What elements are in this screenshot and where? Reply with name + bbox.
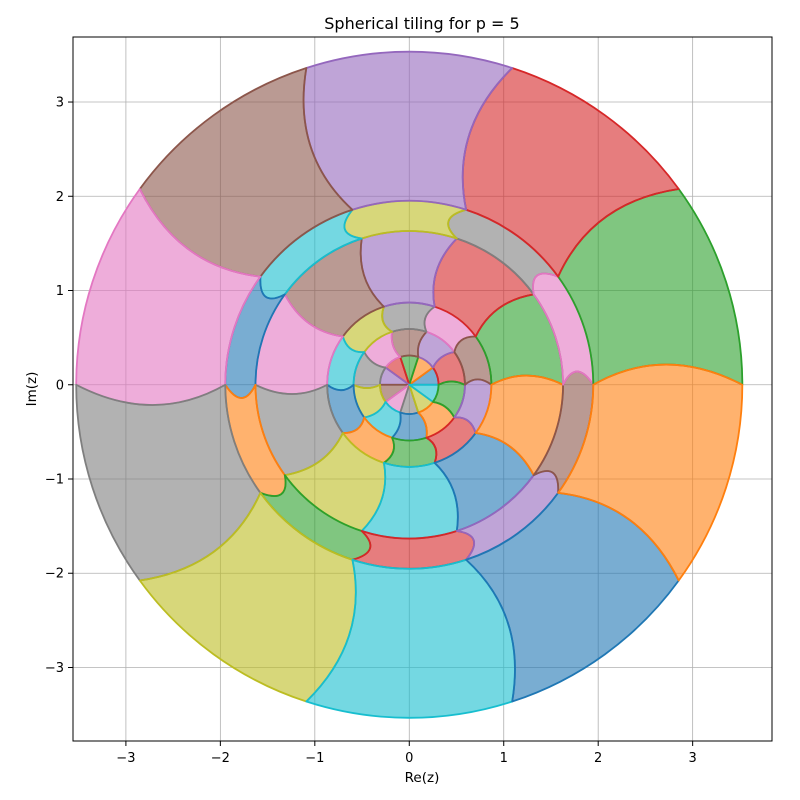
tick-layer: −3 −2 −1 0 1 2 3 −3 −2 −1 0 1 2 3 [45, 96, 697, 766]
x-tick-label: 2 [594, 751, 602, 766]
y-tick-label: −2 [45, 567, 64, 582]
y-tick-label: 1 [56, 284, 64, 299]
y-tick-label: 0 [56, 378, 64, 393]
x-axis-label: Re(z) [405, 770, 440, 786]
y-tick-label: −1 [45, 473, 64, 488]
tile-layer [75, 50, 744, 719]
x-tick-label: −2 [211, 751, 230, 766]
y-tick-label: 2 [56, 190, 64, 205]
y-tick-label: 3 [56, 96, 64, 111]
y-axis-label: Im(z) [24, 372, 40, 407]
tile-polygon [557, 363, 744, 582]
y-tick-label: −3 [45, 661, 64, 676]
x-tick-label: −1 [305, 751, 324, 766]
axes-frame [72, 36, 773, 742]
x-tick-label: 1 [500, 751, 508, 766]
x-tick-label: −3 [116, 751, 135, 766]
x-tick-label: 0 [405, 751, 413, 766]
x-tick-label: 3 [689, 751, 697, 766]
chart-title: Spherical tiling for p = 5 [324, 14, 519, 33]
